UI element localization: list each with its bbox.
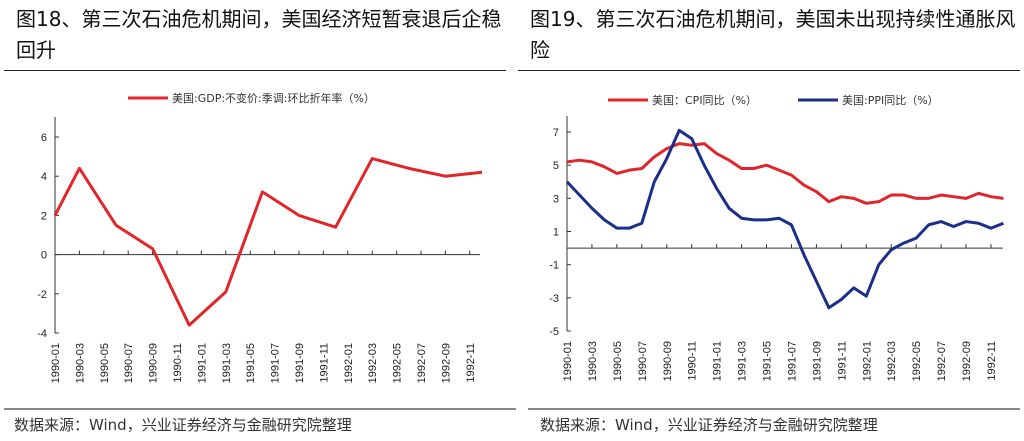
x-tick-label: 1990-07 [637, 341, 649, 381]
x-tick-label: 1992-07 [936, 341, 948, 381]
y-tick-label: 2 [41, 210, 47, 222]
footer-divider-2 [528, 408, 1020, 410]
y-tick-label: 0 [41, 250, 47, 262]
y-tick-label: 3 [553, 193, 559, 205]
x-tick-label: 1991-07 [786, 341, 798, 381]
x-tick-label: 1992-11 [465, 343, 477, 383]
x-tick-label: 1991-01 [712, 341, 724, 381]
y-tick-label: -2 [37, 289, 47, 301]
x-tick-label: 1990-09 [662, 341, 674, 381]
x-tick-label: 1990-03 [74, 343, 86, 383]
x-tick-label: 1991-11 [836, 341, 848, 381]
x-tick-label: 1991-05 [245, 343, 257, 383]
title-divider-2 [518, 70, 1020, 71]
x-tick-label: 1990-11 [687, 341, 699, 381]
x-tick-label: 1991-03 [737, 341, 749, 381]
source-note-1: 数据来源：Wind，兴业证券经济与金融研究院整理 [14, 416, 352, 434]
y-tick-label: 4 [41, 171, 47, 183]
x-tick-label: 1992-03 [886, 341, 898, 381]
y-tick-label: 5 [553, 160, 559, 172]
x-tick-label: 1991-03 [221, 343, 233, 383]
x-tick-label: 1990-05 [612, 341, 624, 381]
x-tick-label: 1990-05 [99, 343, 111, 383]
footer-divider-1 [4, 408, 516, 410]
x-tick-label: 1991-11 [318, 343, 330, 383]
x-tick-label: 1992-09 [961, 341, 973, 381]
y-tick-label: -3 [549, 293, 559, 305]
title-divider-1 [4, 70, 506, 71]
series-line-1 [53, 157, 483, 327]
x-tick-label: 1990-11 [172, 343, 184, 383]
x-tick-label: 1992-11 [986, 341, 998, 381]
y-tick-label: -5 [549, 326, 559, 338]
x-tick-label: 1992-05 [392, 343, 404, 383]
chart-2-title: 图19、第三次石油危机期间，美国未出现持续性通胀风险 [530, 7, 1016, 62]
y-tick-label: 6 [41, 132, 47, 144]
x-tick-label: 1992-09 [440, 343, 452, 383]
series-line-2 [565, 128, 1005, 310]
x-tick-label: 1991-09 [811, 341, 823, 381]
x-tick-label: 1990-03 [587, 341, 599, 381]
source-note-2: 数据来源：Wind，兴业证券经济与金融研究院整理 [540, 416, 878, 434]
x-tick-label: 1992-01 [343, 343, 355, 383]
x-tick-label: 1991-01 [196, 343, 208, 383]
x-tick-label: 1992-03 [367, 343, 379, 383]
y-tick-label: -1 [549, 260, 559, 272]
legend-label: 美国：CPI同比（%） [652, 94, 757, 107]
chart-1-title: 图18、第三次石油危机期间，美国经济短暂衰退后企稳回升 [16, 7, 502, 62]
x-tick-label: 1991-05 [762, 341, 774, 381]
x-tick-label: 1990-01 [562, 341, 574, 381]
legend-label: 美国:GDP:不变价:季调:环比折年率（%） [172, 91, 375, 105]
x-tick-label: 1992-01 [861, 341, 873, 381]
y-tick-label: -4 [37, 328, 47, 340]
legend-label: 美国:PPI同比（%） [842, 94, 939, 107]
x-tick-label: 1992-07 [416, 343, 428, 383]
x-tick-label: 1990-07 [123, 343, 135, 383]
y-tick-label: 7 [553, 127, 559, 139]
x-tick-label: 1990-09 [148, 343, 160, 383]
x-tick-label: 1991-07 [270, 343, 282, 383]
x-tick-label: 1990-01 [50, 343, 62, 383]
series-line-1 [566, 142, 1004, 205]
x-tick-label: 1991-09 [294, 343, 306, 383]
y-tick-label: 1 [553, 227, 559, 239]
x-tick-label: 1992-05 [911, 341, 923, 381]
